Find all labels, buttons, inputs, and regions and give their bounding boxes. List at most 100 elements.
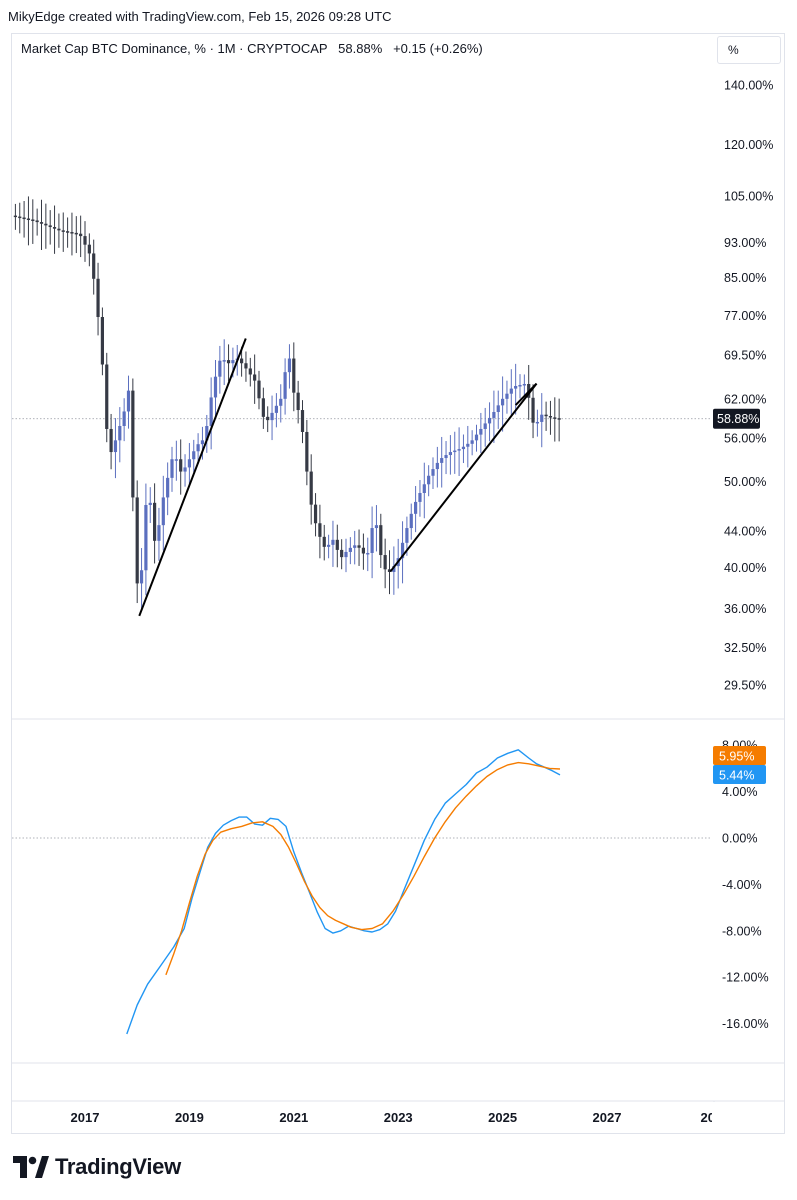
- candle-body: [353, 545, 357, 548]
- candle-body: [405, 528, 409, 543]
- candle-body: [266, 416, 270, 421]
- candle-body: [161, 497, 165, 526]
- oscillator-fast-line: [126, 749, 561, 1035]
- candle-body: [118, 425, 122, 441]
- candle-body: [392, 566, 396, 572]
- candle-body: [231, 360, 235, 364]
- candle-body: [144, 505, 148, 571]
- candle-body: [79, 233, 83, 237]
- candle-body: [553, 417, 557, 419]
- price-axis-tick-label: 36.00%: [724, 602, 766, 616]
- candle-body: [418, 493, 422, 502]
- oscillator-slow-badge-label: 5.95%: [719, 750, 754, 764]
- legend-value: 58.88%: [338, 41, 383, 56]
- oscillator-axis-tick-label: -16.00%: [722, 1017, 769, 1031]
- tradingview-logo-icon: [13, 1156, 49, 1178]
- candle-body: [387, 569, 392, 572]
- candle-body: [422, 484, 426, 494]
- candle-body: [340, 549, 344, 558]
- candle-body: [496, 405, 500, 412]
- candle-body: [87, 244, 91, 254]
- candle-body: [283, 372, 287, 399]
- price-axis-tick-label: 120.00%: [724, 138, 773, 152]
- candle-body: [44, 223, 48, 226]
- candle-body: [357, 545, 361, 548]
- candle-body: [209, 397, 213, 426]
- candle-body: [322, 536, 326, 547]
- credit-line: MikyEdge created with TradingView.com, F…: [8, 9, 392, 24]
- candle-body: [431, 469, 435, 476]
- candle-body: [52, 227, 57, 229]
- candle-body: [48, 225, 52, 228]
- candle-body: [166, 477, 170, 498]
- candle-body: [179, 459, 183, 472]
- last-price-badge: [713, 408, 760, 429]
- candle-body: [187, 459, 191, 468]
- price-axis-tick-label: 32.50%: [724, 641, 766, 655]
- candle-body: [509, 388, 513, 394]
- candle-body: [518, 384, 522, 387]
- price-axis-tick-label: 29.50%: [724, 679, 766, 693]
- candle-body: [535, 421, 539, 424]
- candle-body: [61, 230, 65, 232]
- candle-body: [148, 502, 152, 506]
- candle-body: [309, 471, 313, 505]
- candle-body: [270, 412, 274, 421]
- candle-body: [92, 253, 96, 279]
- candle-body: [126, 390, 131, 412]
- candle-body: [170, 459, 174, 478]
- candle-body: [501, 398, 505, 406]
- candle-body: [448, 452, 452, 456]
- candle-body: [400, 542, 405, 559]
- time-axis-tick-label: 2027: [593, 1110, 622, 1125]
- candle-body: [122, 411, 126, 426]
- oscillator-axis-tick-label: -8.00%: [722, 924, 762, 938]
- chart-frame: [11, 33, 785, 1134]
- candle-body: [248, 368, 252, 375]
- candle-body: [240, 358, 244, 364]
- candle-body: [409, 513, 413, 529]
- candle-body: [544, 414, 548, 417]
- candle-body: [13, 215, 17, 218]
- chart-legend: Market Cap BTC Dominance, % · 1M · CRYPT…: [21, 41, 483, 56]
- candle-body: [57, 228, 61, 231]
- candle-body: [522, 383, 526, 386]
- candle-body: [218, 360, 222, 377]
- candle-body: [548, 416, 553, 418]
- candle-body: [414, 501, 418, 514]
- time-axis-corner-cover: [712, 1102, 784, 1133]
- oscillator-axis-tick-label: 0.00%: [722, 832, 757, 846]
- candle-body: [253, 374, 257, 381]
- candle-body: [35, 220, 39, 223]
- percent-scale-button[interactable]: %: [717, 36, 781, 64]
- legend-change: +0.15 (+0.26%): [393, 41, 483, 56]
- price-axis-tick-label: 50.00%: [724, 475, 766, 489]
- price-axis-tick-label: 56.00%: [724, 432, 766, 446]
- candle-body: [487, 417, 492, 424]
- trendline: [389, 382, 538, 573]
- candle-body: [327, 544, 331, 547]
- candle-body: [279, 398, 283, 406]
- candle-body: [466, 443, 470, 447]
- candle-body: [105, 364, 109, 429]
- candle-body: [427, 475, 431, 485]
- price-axis-tick-label: 77.00%: [724, 309, 766, 323]
- candle-body: [313, 504, 318, 524]
- candle-body: [100, 317, 104, 365]
- price-axis-tick-label: 93.00%: [724, 236, 766, 250]
- price-axis-tick-label: 105.00%: [724, 189, 773, 203]
- candle-body: [435, 462, 439, 470]
- candle-body: [96, 278, 100, 318]
- time-axis-tick-label: 2025: [488, 1110, 517, 1125]
- candle-body: [222, 360, 226, 362]
- candle-body: [83, 236, 87, 245]
- oscillator-fast-badge: [713, 765, 766, 784]
- candle-body: [505, 393, 509, 399]
- last-price-badge-label: 58.88%: [717, 412, 759, 426]
- candle-body: [226, 360, 231, 364]
- candle-body: [70, 232, 74, 234]
- tradingview-logo-text: TradingView: [55, 1154, 181, 1179]
- candle-body: [453, 450, 457, 453]
- oscillator-axis-tick-label: -12.00%: [722, 971, 769, 985]
- candle-body: [457, 449, 461, 451]
